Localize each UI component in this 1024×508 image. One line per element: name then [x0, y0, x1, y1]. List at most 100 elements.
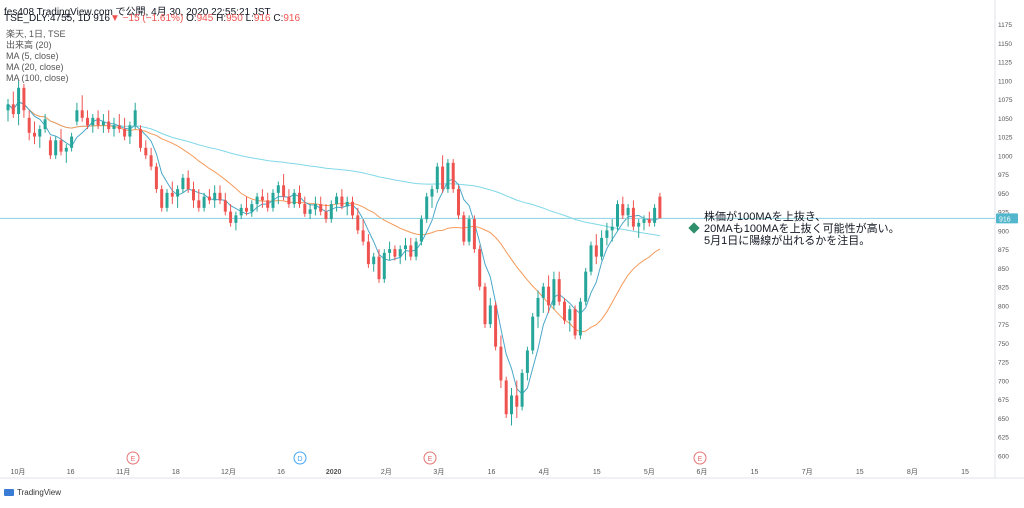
- candle[interactable]: [308, 204, 312, 220]
- candle[interactable]: [499, 335, 503, 388]
- candle[interactable]: [584, 267, 588, 306]
- candle[interactable]: [631, 200, 635, 231]
- candle[interactable]: [372, 252, 376, 272]
- candle[interactable]: [621, 196, 625, 220]
- legend-ma20[interactable]: MA (20, close): [6, 62, 64, 72]
- candle[interactable]: [467, 215, 471, 246]
- candle[interactable]: [245, 196, 248, 216]
- candle[interactable]: [324, 204, 328, 223]
- candle[interactable]: [181, 174, 185, 193]
- candle[interactable]: [75, 102, 79, 126]
- candle[interactable]: [54, 136, 58, 160]
- candle[interactable]: [117, 114, 121, 133]
- candle[interactable]: [472, 215, 476, 253]
- candle[interactable]: [48, 136, 52, 160]
- candle[interactable]: [446, 159, 450, 193]
- candle[interactable]: [351, 196, 354, 220]
- candle[interactable]: [647, 211, 651, 227]
- candle[interactable]: [80, 95, 84, 122]
- candle[interactable]: [361, 219, 365, 246]
- candle[interactable]: [515, 380, 519, 418]
- candle[interactable]: [626, 204, 630, 227]
- candle[interactable]: [255, 192, 259, 212]
- candle[interactable]: [610, 219, 614, 242]
- candle[interactable]: [160, 185, 164, 212]
- candle[interactable]: [154, 162, 158, 193]
- candle[interactable]: [101, 114, 105, 133]
- candle[interactable]: [605, 222, 609, 246]
- candle[interactable]: [186, 170, 190, 193]
- candle[interactable]: [616, 200, 619, 231]
- candle[interactable]: [377, 249, 381, 283]
- price-axis[interactable]: 600 625 650 675 700 725 750 775 800 825 850 875 900 9…: [998, 22, 1013, 460]
- candle[interactable]: [298, 185, 301, 208]
- candle[interactable]: [653, 204, 657, 227]
- candle[interactable]: [404, 237, 407, 261]
- chart-annotation[interactable]: 株価が100MAを上抜き、 20MAも100MAを上抜く可能性が高い。 5月1日…: [688, 211, 900, 247]
- candle[interactable]: [287, 189, 291, 208]
- candle[interactable]: [260, 189, 264, 208]
- legend-symbol[interactable]: 楽天, 1日, TSE: [6, 29, 66, 39]
- candle[interactable]: [59, 129, 63, 156]
- candle[interactable]: [250, 200, 254, 217]
- candle[interactable]: [192, 181, 195, 208]
- earnings-marker[interactable]: E: [423, 451, 437, 465]
- candle[interactable]: [197, 189, 201, 212]
- candle[interactable]: [22, 84, 26, 118]
- candle[interactable]: [589, 241, 593, 276]
- candle[interactable]: [123, 117, 127, 141]
- candle[interactable]: [393, 245, 397, 261]
- candle[interactable]: [345, 196, 349, 216]
- candle[interactable]: [419, 215, 423, 246]
- earnings-marker[interactable]: E: [693, 451, 707, 465]
- candle[interactable]: [319, 196, 323, 216]
- candle[interactable]: [409, 237, 413, 261]
- candle[interactable]: [398, 245, 402, 265]
- candle[interactable]: [202, 192, 206, 212]
- candle[interactable]: [430, 185, 434, 208]
- candle[interactable]: [170, 181, 174, 205]
- candle[interactable]: [563, 297, 566, 325]
- candle[interactable]: [176, 185, 180, 208]
- candle[interactable]: [139, 125, 142, 152]
- candle[interactable]: [234, 211, 238, 231]
- candle[interactable]: [541, 282, 545, 313]
- candle[interactable]: [335, 192, 339, 212]
- legend-ma5[interactable]: MA (5, close): [6, 51, 59, 61]
- candle[interactable]: [658, 192, 662, 219]
- candle[interactable]: [382, 249, 386, 283]
- candle[interactable]: [38, 125, 42, 148]
- candle[interactable]: [568, 305, 572, 332]
- candle[interactable]: [441, 155, 445, 193]
- candle[interactable]: [276, 181, 280, 205]
- candle[interactable]: [64, 144, 68, 163]
- candle[interactable]: [488, 297, 492, 328]
- candle[interactable]: [552, 271, 556, 310]
- candle[interactable]: [149, 147, 153, 171]
- candle[interactable]: [313, 196, 317, 216]
- candle[interactable]: [510, 387, 513, 426]
- candle[interactable]: [144, 140, 148, 160]
- candle[interactable]: [303, 196, 307, 217]
- candle[interactable]: [531, 312, 535, 355]
- candle[interactable]: [600, 230, 604, 261]
- candle[interactable]: [494, 301, 498, 351]
- candle[interactable]: [11, 91, 15, 118]
- earnings-marker[interactable]: E: [126, 451, 140, 465]
- candle[interactable]: [637, 219, 641, 238]
- candle[interactable]: [451, 159, 455, 193]
- candle[interactable]: [107, 110, 111, 133]
- candle[interactable]: [520, 369, 524, 411]
- candle[interactable]: [478, 245, 482, 291]
- candle[interactable]: [435, 162, 439, 193]
- candle[interactable]: [128, 121, 132, 145]
- candle[interactable]: [112, 117, 116, 137]
- time-axis[interactable]: 10月 16 11月 18 12月 16 2020 2月 3月 16 4月 15 5月 6月 15 7月 15 8…: [11, 468, 969, 476]
- candle[interactable]: [218, 185, 222, 205]
- candle[interactable]: [86, 110, 89, 130]
- candle[interactable]: [96, 110, 100, 130]
- candle[interactable]: [504, 376, 508, 418]
- candle[interactable]: [70, 132, 74, 152]
- candle[interactable]: [642, 215, 646, 231]
